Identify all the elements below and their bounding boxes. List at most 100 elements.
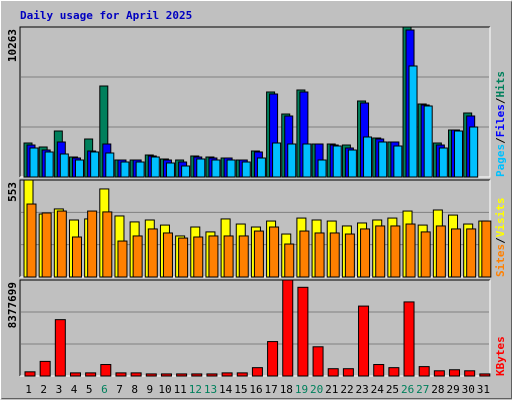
x-tick-label: 5 — [86, 383, 93, 396]
bar — [256, 157, 266, 178]
bar — [147, 228, 158, 278]
bar — [347, 149, 357, 178]
plot-border-dark — [19, 279, 490, 376]
bar — [451, 228, 462, 278]
x-tick-label: 8 — [131, 383, 138, 396]
legend-entry: Files — [494, 104, 507, 137]
bar — [269, 226, 280, 278]
x-tick-label: 31 — [477, 383, 490, 396]
bar — [481, 220, 492, 278]
bar — [287, 143, 297, 178]
legend-separator: / — [494, 237, 507, 244]
legend: Pages/Files/Hits — [494, 71, 507, 177]
bar — [418, 366, 430, 377]
bar — [117, 240, 128, 278]
x-tick-label: 11 — [174, 383, 187, 396]
x-tick-label: 6 — [101, 383, 108, 396]
y-max-label: 10263 — [6, 29, 19, 62]
bar — [299, 230, 310, 278]
bar — [378, 141, 388, 178]
bar — [223, 235, 234, 278]
x-tick-label: 16 — [249, 383, 262, 396]
bar — [160, 373, 172, 377]
bar — [420, 231, 431, 278]
bar — [165, 162, 175, 178]
bar — [221, 372, 233, 377]
bar — [329, 232, 340, 278]
bar — [206, 373, 218, 377]
bar — [433, 370, 445, 377]
bar — [238, 235, 249, 278]
bar — [360, 228, 371, 278]
bar — [120, 161, 130, 178]
bar — [41, 212, 52, 278]
x-tick-label: 9 — [147, 383, 154, 396]
legend-entry: Pages — [494, 144, 507, 177]
bar — [87, 210, 98, 278]
bar — [284, 243, 295, 278]
plot-border-dark — [19, 179, 490, 277]
bar — [211, 159, 221, 178]
x-tick-label: 19 — [295, 383, 308, 396]
x-tick-label: 18 — [280, 383, 293, 396]
bar — [375, 225, 386, 278]
bar — [132, 235, 143, 278]
x-tick-label: 1 — [25, 383, 32, 396]
x-tick-label: 25 — [386, 383, 399, 396]
bar — [44, 151, 54, 178]
plot-border-dark — [19, 26, 490, 177]
bar — [162, 232, 173, 278]
x-tick-label: 22 — [340, 383, 353, 396]
bar — [312, 346, 324, 377]
chart-title: Daily usage for April 2025 — [20, 9, 192, 22]
bar — [130, 372, 142, 377]
x-tick-label: 7 — [116, 383, 123, 396]
bar — [297, 286, 309, 377]
bar — [390, 225, 401, 278]
bar — [435, 225, 446, 278]
bar — [469, 126, 479, 178]
bar — [69, 372, 81, 377]
x-tick-label: 12 — [189, 383, 202, 396]
bar — [196, 158, 206, 178]
bar — [226, 159, 236, 178]
bar — [193, 236, 204, 278]
bar — [100, 364, 112, 377]
bar — [54, 319, 66, 377]
legend-entry: Sites — [494, 244, 507, 277]
x-tick-label: 20 — [310, 383, 323, 396]
bar — [208, 235, 219, 278]
y-max-label: 553 — [6, 182, 19, 202]
x-tick-label: 23 — [356, 383, 369, 396]
x-tick-label: 15 — [234, 383, 247, 396]
bar — [253, 230, 264, 278]
bar — [236, 372, 248, 377]
bar — [85, 372, 97, 377]
legend: KBytes — [494, 336, 507, 376]
plot-area — [20, 280, 490, 376]
bar — [327, 368, 339, 377]
bar — [267, 341, 279, 377]
bar — [358, 305, 370, 377]
bar — [408, 65, 418, 178]
x-tick-label: 2 — [40, 383, 47, 396]
bar — [90, 151, 100, 178]
bar — [363, 136, 373, 178]
bar — [342, 368, 354, 377]
bar — [71, 236, 82, 278]
bar — [282, 279, 294, 377]
legend-entry: KBytes — [494, 336, 507, 376]
legend-entry: Hits — [494, 71, 507, 98]
bar — [423, 105, 433, 178]
bar — [464, 370, 476, 377]
x-tick-label: 29 — [446, 383, 459, 396]
bar — [454, 130, 464, 178]
bar — [332, 145, 342, 178]
bar — [405, 223, 416, 278]
bar — [29, 147, 39, 178]
legend-separator: / — [494, 97, 507, 104]
bar — [438, 147, 448, 178]
bar — [373, 364, 385, 377]
bar — [466, 228, 477, 278]
